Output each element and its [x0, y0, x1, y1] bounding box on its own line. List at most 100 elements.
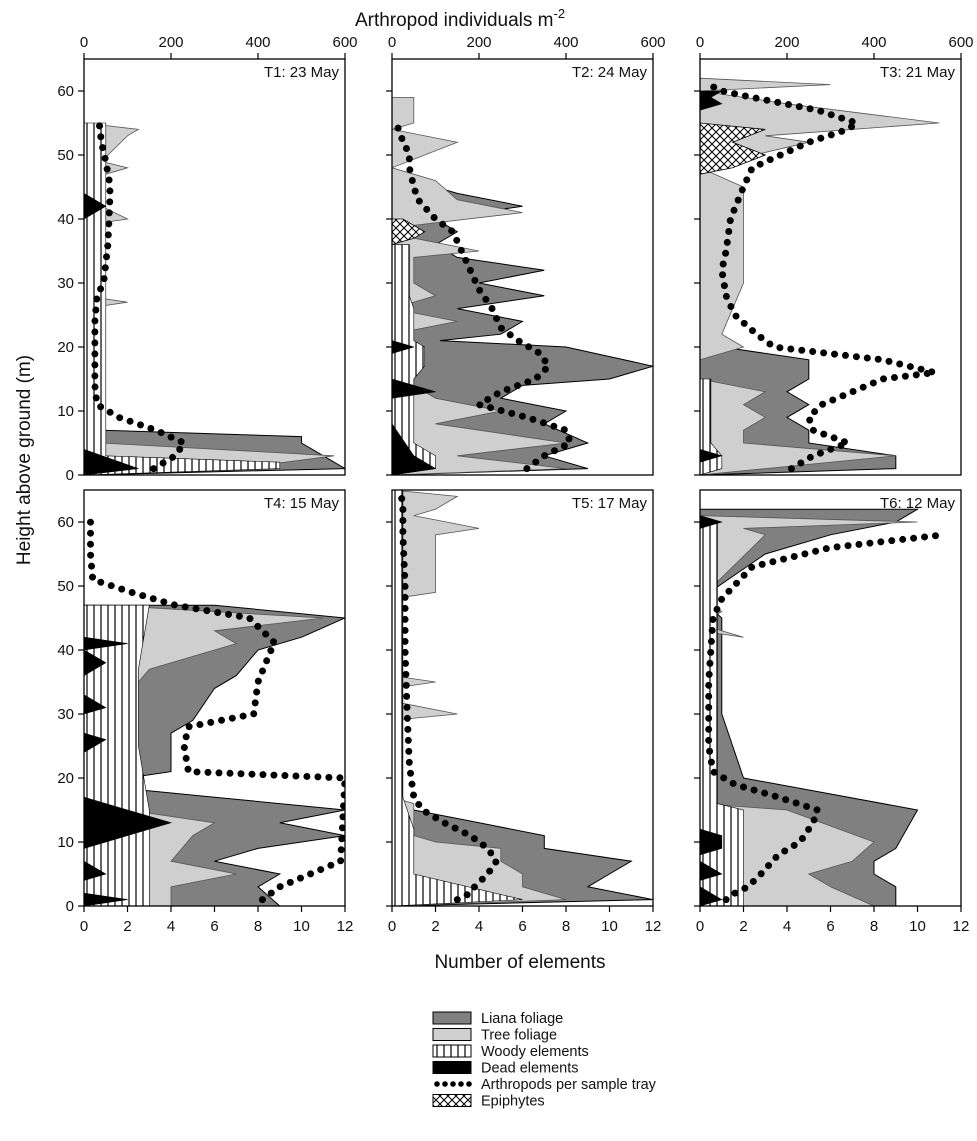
x-tick-label: 0 — [80, 918, 88, 935]
y-tick-label: 0 — [66, 898, 74, 915]
series-arthropods-t6 — [705, 531, 948, 904]
series-dead-elements-t2 — [392, 340, 437, 475]
top-tick-label: 200 — [158, 34, 183, 51]
panel-title: T4: 15 May — [264, 495, 340, 512]
areas — [700, 77, 940, 475]
x-tick-label: 8 — [562, 918, 570, 935]
series-dead-elements-t6 — [700, 515, 723, 906]
x-tick-label: 2 — [431, 918, 439, 935]
plot-frame — [391, 58, 654, 476]
legend-item-dead: Dead elements — [432, 1061, 579, 1077]
series-dead-elements-t4 — [84, 636, 173, 906]
x-tick-label: 2 — [123, 918, 131, 935]
legend-label: Epiphytes — [481, 1094, 545, 1110]
legend-swatch — [432, 1028, 472, 1041]
top-tick-label: 0 — [388, 34, 396, 51]
legend-item-liana: Liana foliage — [432, 1011, 563, 1027]
series-epiphytes-t3 — [700, 122, 767, 175]
y-tick-label: 60 — [57, 514, 74, 531]
y-axis-label: Height above ground (m) — [14, 355, 35, 565]
legend-label: Arthropods per sample tray — [481, 1077, 657, 1093]
x-tick-label: 6 — [210, 918, 218, 935]
top-tick-label: 0 — [80, 34, 88, 51]
panel-t4: T4: 15 May 0 10 20 30 40 50 60 0 2 4 6 8 10 12 — [57, 489, 354, 935]
x-tick-label: 8 — [870, 918, 878, 935]
series-arthropods-t1 — [91, 119, 190, 473]
legend-swatch-dot — [458, 1081, 464, 1087]
legend-label: Liana foliage — [481, 1011, 563, 1027]
panel-title: T6: 12 May — [880, 495, 956, 512]
legend-swatch-dot — [442, 1081, 448, 1087]
series-dead-elements-t3 — [700, 90, 723, 463]
x-tick-label: 10 — [293, 918, 310, 935]
series-liana-foliage-t6 — [700, 508, 920, 906]
legend-swatch — [432, 1061, 472, 1074]
plot-frame — [83, 58, 346, 476]
legend-label: Tree foliage — [481, 1028, 557, 1044]
top-tick-label: 200 — [774, 34, 799, 51]
y-tick-label: 40 — [57, 642, 74, 659]
top-tick-label: 600 — [640, 34, 665, 51]
plot-background — [84, 59, 345, 475]
bottom-axis-label: Number of elements — [434, 952, 605, 973]
x-tick-label: 6 — [826, 918, 834, 935]
series-woody-elements-t4 — [84, 604, 150, 906]
x-tick-label: 12 — [953, 918, 970, 935]
top-tick-label: 400 — [245, 34, 270, 51]
panel-t3: T3: 21 May 0 200 400 600 — [694, 34, 974, 476]
series-arthropods-t3 — [705, 81, 936, 473]
y-tick-label: 20 — [57, 339, 74, 356]
top-axis-label: Arthropod individuals m-2 — [355, 6, 565, 31]
top-tick-label: 600 — [948, 34, 973, 51]
panel-t5: T5: 17 May 0 2 4 6 8 10 12 — [386, 489, 661, 935]
series-arthropods-t2 — [392, 119, 575, 473]
top-tick-label: 400 — [861, 34, 886, 51]
series-woody-elements-t5 — [392, 490, 523, 906]
x-tick-label: 4 — [783, 918, 791, 935]
x-tick-label: 4 — [475, 918, 483, 935]
x-tick-label: 4 — [167, 918, 175, 935]
legend-item-woody: Woody elements — [432, 1044, 589, 1060]
y-tick-label: 10 — [57, 834, 74, 851]
series-tree-foliage-t2 — [392, 97, 567, 475]
series-woody-elements-t2 — [392, 244, 436, 475]
panel-title: T3: 21 May — [880, 64, 956, 81]
x-tick-label: 12 — [337, 918, 354, 935]
legend-item-arthropods: Arthropods per sample tray — [434, 1077, 657, 1093]
legend-swatch — [432, 1094, 472, 1107]
panel-title: T2: 24 May — [572, 64, 648, 81]
y-tick-label: 60 — [57, 83, 74, 100]
panel-t6: T6: 12 May 0 2 4 6 8 10 12 — [694, 489, 970, 935]
x-tick-label: 8 — [254, 918, 262, 935]
x-tick-label: 10 — [909, 918, 926, 935]
x-tick-label: 0 — [388, 918, 396, 935]
legend-item-tree: Tree foliage — [432, 1028, 557, 1044]
panel-title: T5: 17 May — [572, 495, 648, 512]
x-tick-label: 2 — [739, 918, 747, 935]
panel-t2: T2: 24 May 0 200 400 600 — [386, 34, 666, 476]
y-tick-label: 50 — [57, 147, 74, 164]
x-tick-label: 0 — [696, 918, 704, 935]
x-tick-label: 10 — [601, 918, 618, 935]
legend-label: Dead elements — [481, 1061, 579, 1077]
y-tick-label: 10 — [57, 403, 74, 420]
top-tick-label: 200 — [466, 34, 491, 51]
y-tick-label: 30 — [57, 275, 74, 292]
x-tick-label: 6 — [518, 918, 526, 935]
series-dead-elements-t1 — [84, 187, 139, 475]
legend-swatch-dot — [466, 1081, 472, 1087]
series-arthropods-t5 — [397, 490, 501, 904]
top-tick-label: 0 — [696, 34, 704, 51]
series-epiphytes-t2 — [392, 218, 426, 246]
legend-swatch-dot — [450, 1081, 456, 1087]
legend-swatch-dot — [434, 1081, 440, 1087]
legend-label: Woody elements — [481, 1044, 589, 1060]
plot-frame — [699, 58, 962, 476]
y-tick-label: 30 — [57, 706, 74, 723]
y-tick-label: 20 — [57, 770, 74, 787]
top-tick-label: 400 — [553, 34, 578, 51]
areas — [392, 97, 653, 475]
